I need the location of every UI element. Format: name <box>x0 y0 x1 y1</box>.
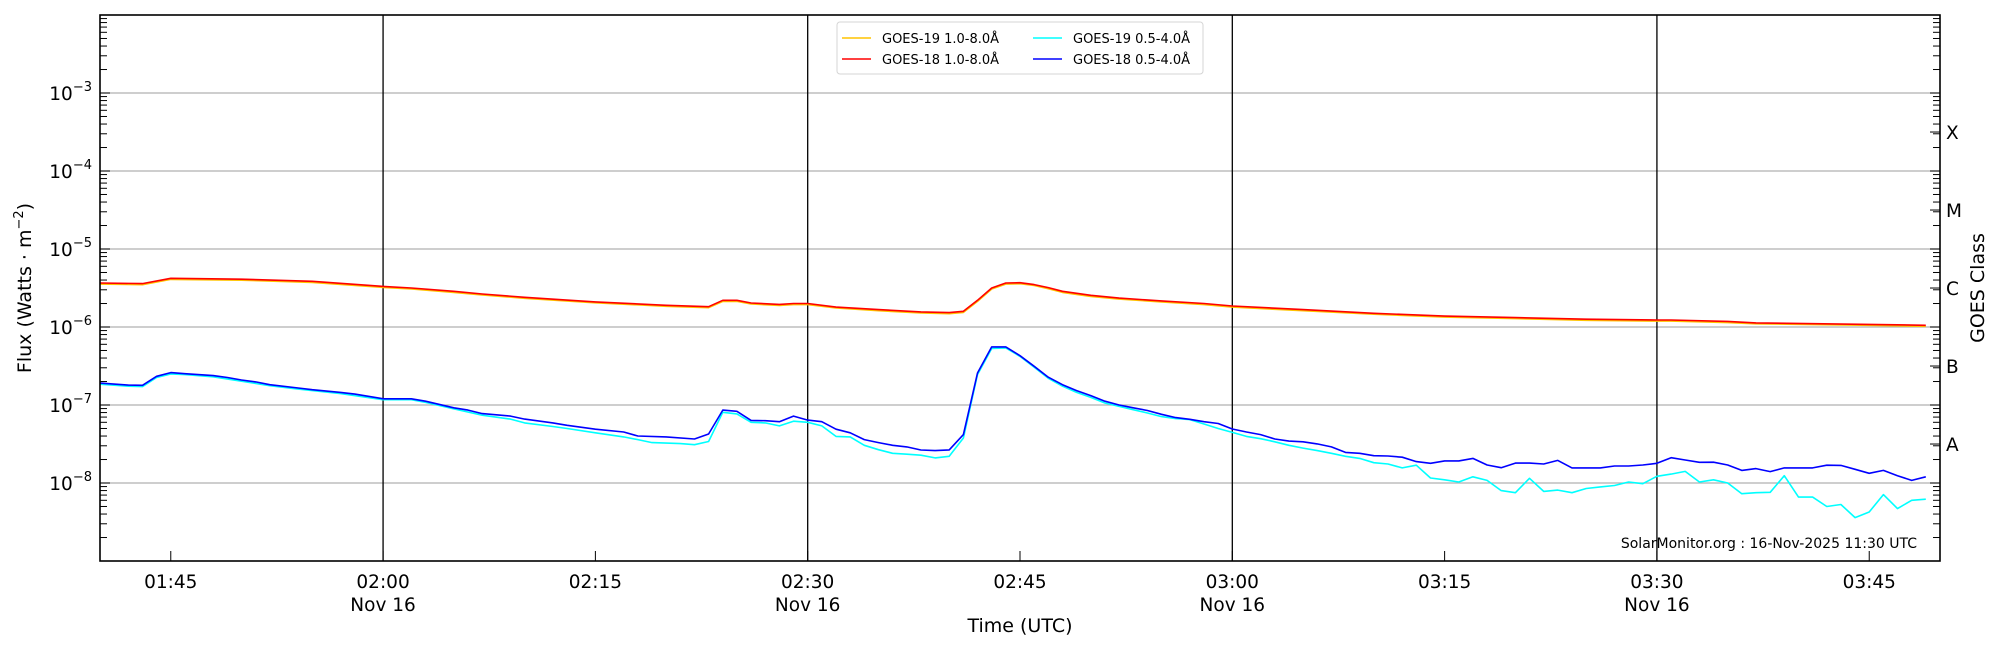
x-tick-label: 02:30 <box>781 572 834 593</box>
x-tick-label: 02:00 <box>356 572 409 593</box>
legend-label: GOES-19 1.0-8.0Å <box>882 31 999 47</box>
legend: GOES-19 1.0-8.0Å GOES-18 1.0-8.0Å GOES-19 … <box>836 21 1204 75</box>
legend-label: GOES-18 0.5-4.0Å <box>1073 52 1190 68</box>
y-tick-label: 10−6 <box>49 314 92 339</box>
x-tick-date-label: Nov 16 <box>350 595 416 616</box>
x-tick-label: 03:00 <box>1206 572 1259 593</box>
y-tick-base: 10 <box>49 396 73 417</box>
goes-class-label: M <box>1946 201 1962 222</box>
y-tick-base: 10 <box>49 318 73 339</box>
goes-class-axis-title: GOES Class <box>1967 233 1989 343</box>
y-tick-base: 10 <box>49 162 73 183</box>
y-axis-title-close: ) <box>14 203 36 210</box>
y-tick-base: 10 <box>49 240 73 261</box>
goes-class-label: A <box>1946 435 1959 456</box>
y-tick-label: 10−5 <box>49 236 92 261</box>
x-tick-date-label: Nov 16 <box>1200 595 1266 616</box>
axes <box>99 14 1941 562</box>
goes-class-label: B <box>1946 357 1959 378</box>
legend-item: GOES-18 0.5-4.0Å <box>1033 52 1190 68</box>
y-tick-exponent: −4 <box>73 158 92 173</box>
x-axis-title: Time (UTC) <box>966 615 1072 637</box>
y-tick-base: 10 <box>49 474 73 495</box>
plot-frame <box>99 14 1941 562</box>
y-axis-title: Flux (Watts · m−2) <box>12 203 36 373</box>
y-tick-exponent: −5 <box>73 236 92 251</box>
legend-box <box>836 21 1204 75</box>
series-line-goes-18-0-5-4-0- <box>99 346 1926 482</box>
series-line-goes-19-1-0-8-0- <box>99 278 1926 328</box>
solarmonitor-timestamp-annotation: SolarMonitor.org : 16-Nov-2025 11:30 UTC <box>1621 536 1917 552</box>
gridlines <box>100 15 1940 561</box>
x-tick-date-label: Nov 16 <box>775 595 841 616</box>
x-tick-label: 03:45 <box>1843 572 1896 593</box>
y-tick-label: 10−4 <box>49 158 92 183</box>
series-line-goes-19-0-5-4-0- <box>99 347 1926 519</box>
y-axis-title-exponent: −2 <box>12 210 27 229</box>
x-tick-label: 02:45 <box>993 572 1046 593</box>
x-tick-label: 03:15 <box>1418 572 1471 593</box>
y-tick-base: 10 <box>49 84 73 105</box>
series-line-goes-18-1-0-8-0- <box>99 277 1926 327</box>
x-tick-label: 03:30 <box>1630 572 1683 593</box>
y-tick-exponent: −6 <box>73 314 92 329</box>
legend-item: GOES-18 1.0-8.0Å <box>842 52 999 68</box>
y-tick-exponent: −8 <box>73 470 92 485</box>
x-tick-label: 01:45 <box>144 572 197 593</box>
series-lines <box>99 277 1926 519</box>
x-tick-date-label: Nov 16 <box>1624 595 1690 616</box>
y-tick-label: 10−3 <box>49 80 92 105</box>
legend-item: GOES-19 1.0-8.0Å <box>842 31 999 47</box>
legend-label: GOES-19 0.5-4.0Å <box>1073 31 1190 47</box>
y-axis-title-text: Flux (Watts · m <box>14 230 36 374</box>
legend-label: GOES-18 1.0-8.0Å <box>882 52 999 68</box>
legend-item: GOES-19 0.5-4.0Å <box>1033 31 1190 47</box>
y-tick-exponent: −3 <box>73 80 92 95</box>
x-tick-label: 02:15 <box>569 572 622 593</box>
y-tick-label: 10−7 <box>49 392 92 417</box>
y-tick-label: 10−8 <box>49 470 92 495</box>
goes-class-label: X <box>1946 123 1959 144</box>
y-tick-exponent: −7 <box>73 392 92 407</box>
goes-class-label: C <box>1946 279 1959 300</box>
